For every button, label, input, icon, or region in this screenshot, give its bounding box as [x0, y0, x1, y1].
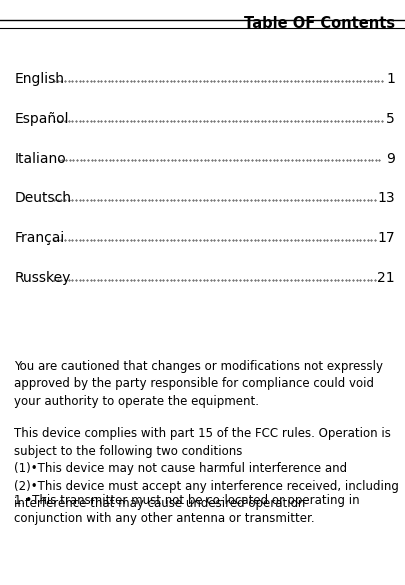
Text: 1.•This transmitter must not be co-located or operating in
conjunction with any : 1.•This transmitter must not be co-locat…: [14, 494, 360, 525]
Text: 5: 5: [386, 112, 395, 126]
Text: 1: 1: [386, 72, 395, 86]
Text: Russkey: Russkey: [14, 271, 70, 285]
Text: Françai: Françai: [14, 231, 64, 245]
Text: Italiano: Italiano: [14, 152, 66, 166]
Text: Table OF Contents: Table OF Contents: [244, 16, 395, 31]
Text: 13: 13: [377, 191, 395, 205]
Text: Español: Español: [14, 112, 69, 126]
Text: 17: 17: [377, 231, 395, 245]
Text: You are cautioned that changes or modifications not expressly
approved by the pa: You are cautioned that changes or modifi…: [14, 360, 383, 408]
Text: 21: 21: [377, 271, 395, 285]
Text: This device complies with part 15 of the FCC rules. Operation is
subject to the : This device complies with part 15 of the…: [14, 427, 399, 510]
Text: English: English: [14, 72, 64, 86]
Text: 9: 9: [386, 152, 395, 166]
Text: Deutsch: Deutsch: [14, 191, 71, 205]
